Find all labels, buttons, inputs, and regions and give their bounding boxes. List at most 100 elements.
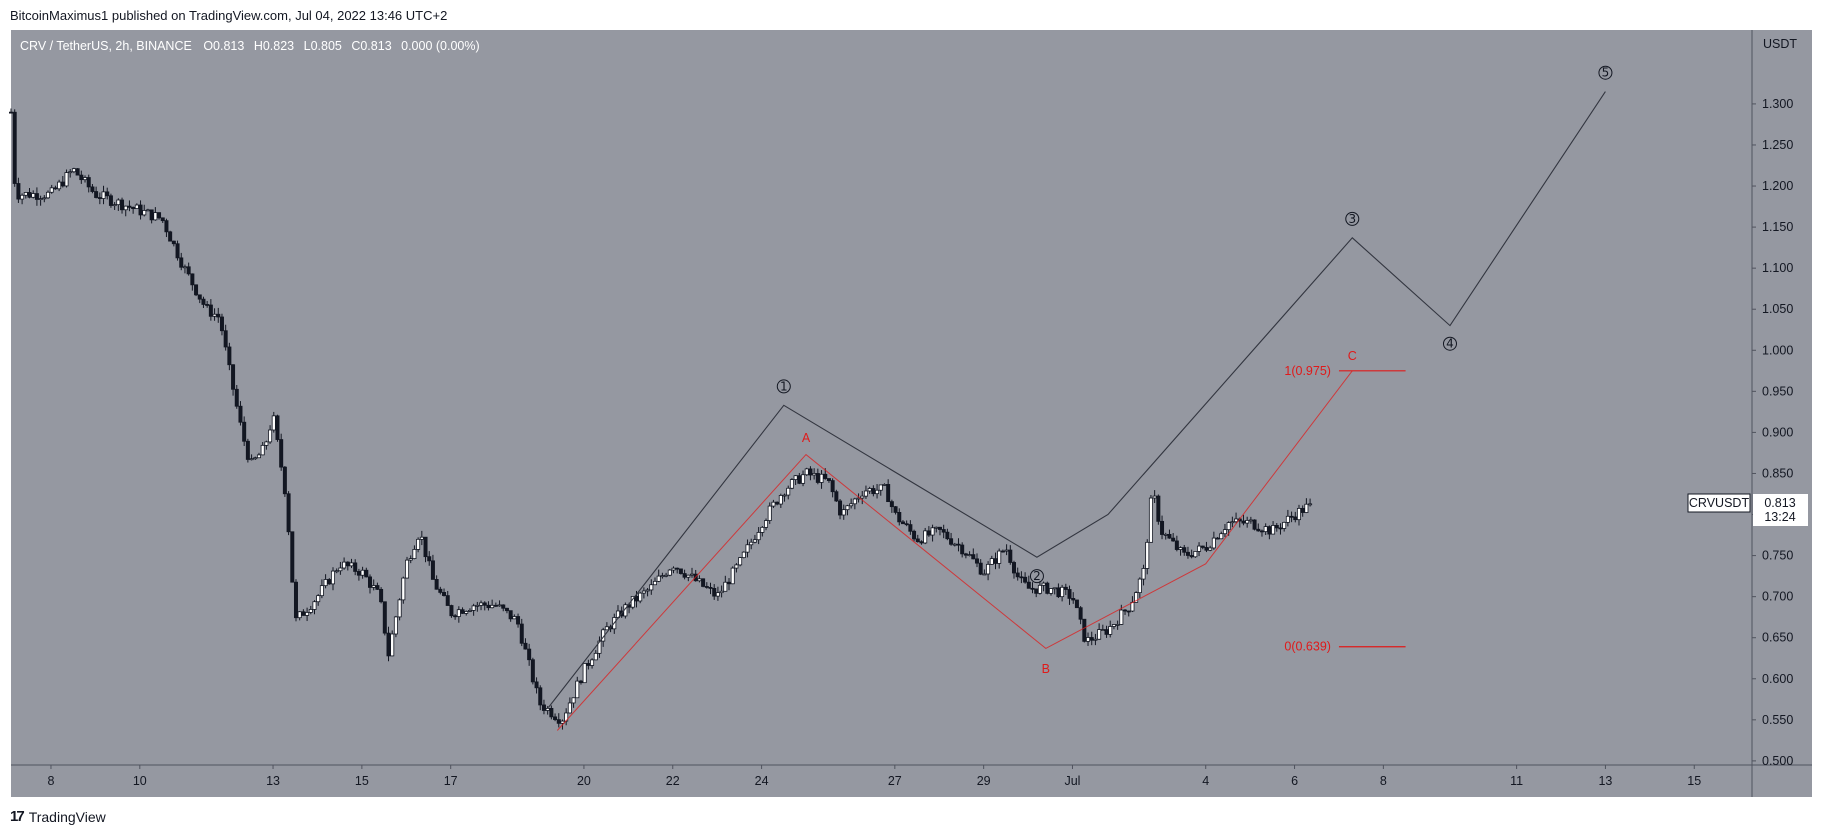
candle: [690, 567, 695, 578]
candle-body: [690, 573, 695, 576]
candle: [105, 187, 110, 200]
candle-body: [430, 560, 435, 580]
candle-body: [445, 595, 450, 606]
candle: [527, 643, 532, 666]
candle-body: [227, 346, 232, 366]
candle: [479, 600, 484, 611]
price-chart[interactable]: 0.5000.5500.6000.6500.7000.7500.8000.850…: [0, 0, 1824, 800]
candle: [1026, 575, 1031, 589]
candle-body: [697, 578, 702, 582]
candle-body: [375, 585, 380, 590]
candle: [138, 200, 143, 220]
time-axis-panel[interactable]: [11, 765, 1752, 797]
candle: [1045, 581, 1050, 595]
candle: [71, 167, 76, 174]
candle: [752, 534, 757, 544]
candle: [1271, 521, 1276, 535]
tradingview-logo-icon[interactable]: 17: [10, 808, 25, 825]
candle-body: [575, 680, 580, 699]
candle-body: [823, 473, 828, 479]
axis-corner: [1752, 765, 1812, 797]
candle-body: [645, 589, 650, 592]
candle-body: [567, 702, 572, 714]
candle-body: [1167, 533, 1172, 539]
candle-body: [364, 569, 369, 578]
candle: [1308, 498, 1313, 507]
candle: [412, 545, 417, 560]
ticker-badge-text: CRVUSDT: [1689, 496, 1750, 510]
candle-body: [405, 559, 410, 579]
candle: [227, 342, 232, 371]
candle-body: [704, 586, 709, 588]
candle: [264, 440, 269, 450]
candle: [1082, 618, 1087, 643]
candle-body: [937, 526, 942, 530]
candle: [1015, 567, 1020, 581]
candle-body: [53, 187, 58, 190]
candle: [1167, 529, 1172, 539]
candle-body: [208, 304, 213, 317]
candle-body: [212, 313, 217, 317]
candle: [727, 578, 732, 591]
candle-body: [90, 186, 95, 192]
wave-label-ring: [1029, 569, 1044, 584]
candle: [1126, 610, 1131, 617]
candle: [1000, 549, 1005, 553]
candle: [1030, 582, 1035, 594]
candle: [812, 468, 817, 480]
candle: [1137, 577, 1142, 598]
candle-body: [993, 558, 998, 564]
y-tick-label: 0.900: [1762, 425, 1793, 439]
y-tick-label: 0.750: [1762, 549, 1793, 563]
candle-body: [1278, 527, 1283, 530]
candle: [205, 300, 210, 308]
candle: [889, 499, 894, 513]
brand-name[interactable]: TradingView: [28, 808, 106, 825]
candle: [364, 567, 369, 578]
candle: [667, 568, 672, 577]
close-key: C: [351, 39, 360, 53]
candle-body: [571, 697, 576, 704]
candle-body: [138, 204, 143, 216]
candle-body: [849, 503, 854, 507]
candle-body: [245, 440, 250, 460]
candle: [1245, 516, 1250, 528]
candle-body: [926, 530, 931, 536]
candle: [449, 604, 454, 618]
candle-body: [712, 588, 717, 597]
candle-body: [393, 616, 398, 635]
candle: [1152, 490, 1157, 503]
candle: [86, 174, 91, 193]
publisher-line: BitcoinMaximus1 published on TradingView…: [10, 8, 448, 23]
candle: [867, 486, 872, 494]
candle-body: [456, 609, 461, 617]
candle-body: [116, 199, 121, 206]
candle: [160, 217, 165, 223]
candle: [475, 601, 480, 612]
candle: [1274, 523, 1279, 532]
candle: [471, 603, 476, 616]
candle: [682, 569, 687, 580]
open-key: O: [203, 39, 213, 53]
candle: [963, 552, 968, 559]
candle-body: [1152, 495, 1157, 499]
candle: [845, 504, 850, 516]
candle: [408, 555, 413, 564]
wave-label: 5: [1602, 66, 1610, 80]
candle-body: [1093, 638, 1098, 641]
candle-body: [31, 193, 36, 198]
candle: [1200, 545, 1205, 550]
candle-body: [334, 570, 339, 573]
candle-body: [1063, 586, 1068, 590]
price-axis-panel[interactable]: [1752, 30, 1812, 765]
candle: [871, 485, 876, 497]
candle: [723, 575, 728, 592]
candle-body: [1115, 624, 1120, 626]
candle: [297, 611, 302, 621]
abc-correction-lines: A B C: [556, 349, 1357, 731]
candle-body: [20, 194, 25, 200]
candle: [1104, 625, 1109, 638]
candle-body: [534, 681, 539, 689]
y-tick-label: 0.850: [1762, 466, 1793, 480]
x-tick-label: 15: [1687, 774, 1701, 788]
